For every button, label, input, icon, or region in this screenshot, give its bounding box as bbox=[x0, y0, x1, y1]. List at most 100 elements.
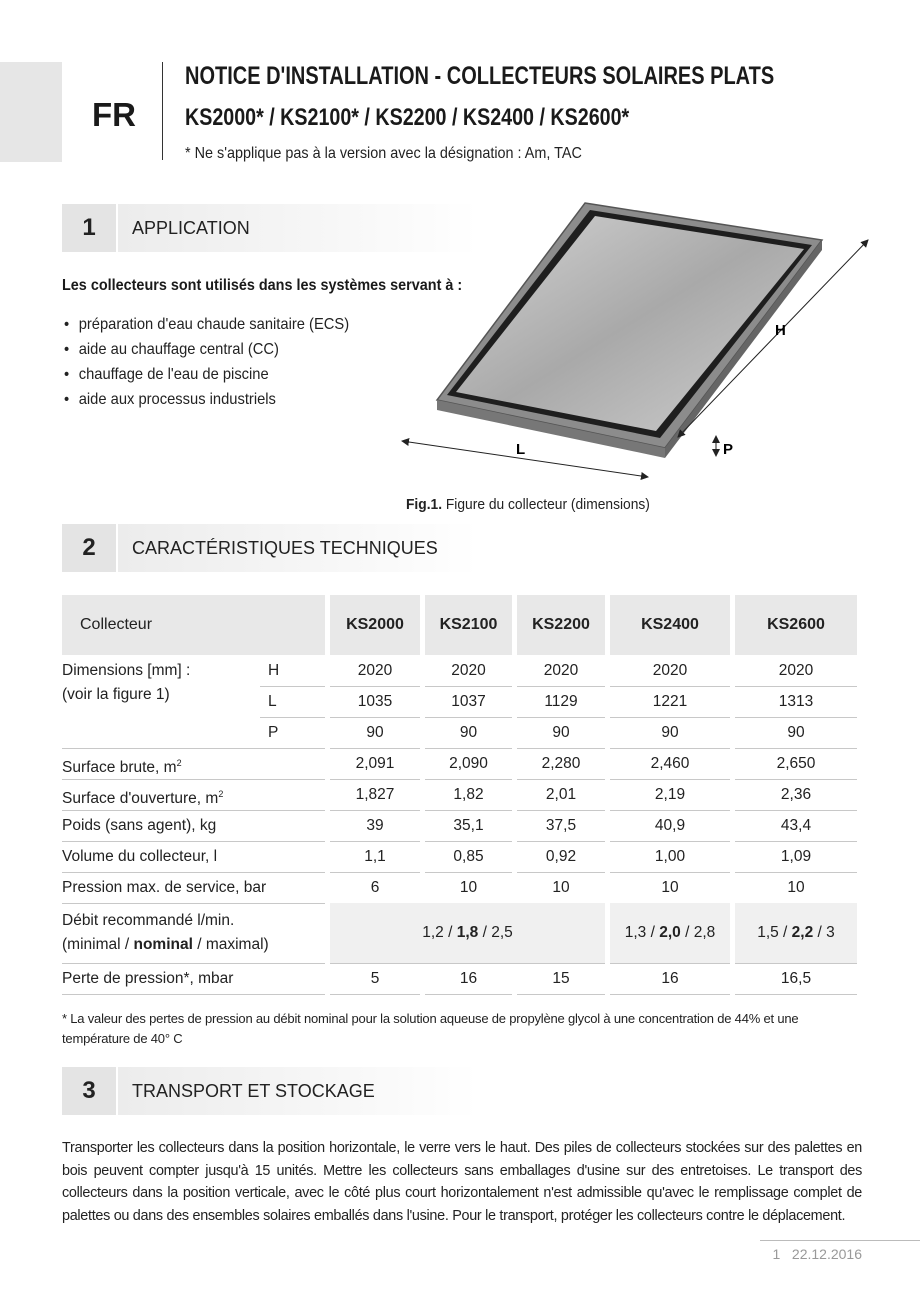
label-line: Dimensions [mm] : bbox=[62, 662, 191, 679]
table-value: 2020 bbox=[778, 662, 814, 679]
label-text: Perte de pression*, mbar bbox=[62, 970, 234, 987]
label-line: Débit recommandé l/min. bbox=[62, 912, 235, 929]
table-footnote: * La valeur des pertes de pression au dé… bbox=[62, 1011, 799, 1046]
table-value: 2,650 bbox=[776, 755, 816, 772]
row-rule bbox=[330, 748, 420, 749]
table-value: 16 bbox=[459, 970, 478, 987]
section-number: 3 bbox=[62, 1067, 116, 1115]
table-value: 10 bbox=[787, 879, 805, 896]
row-rule bbox=[517, 717, 605, 718]
row-rule bbox=[425, 841, 512, 842]
collector-figure: H L P bbox=[401, 202, 869, 480]
table-value: 15 bbox=[552, 970, 570, 987]
bullet-dot: • bbox=[64, 341, 70, 358]
caption-text: Figure du collecteur (dimensions) bbox=[445, 496, 650, 513]
row-rule bbox=[517, 810, 605, 811]
table-value: 0,92 bbox=[545, 848, 577, 865]
label-line: (voir la figure 1) bbox=[62, 686, 170, 703]
row-rule bbox=[517, 748, 605, 749]
row-rule bbox=[735, 994, 857, 995]
date: 22.12.2016 bbox=[791, 1246, 862, 1262]
row-rule bbox=[735, 717, 857, 718]
label-sup: 2 bbox=[218, 789, 224, 799]
table-value: 37,5 bbox=[545, 817, 577, 834]
row-rule bbox=[735, 686, 857, 687]
table-value: 5 bbox=[370, 970, 380, 987]
row-rule bbox=[62, 903, 325, 904]
flow-part: / 2,5 bbox=[478, 924, 513, 941]
row-rule bbox=[610, 841, 730, 842]
bullet-item: • aide au chauffage central (CC) bbox=[64, 341, 279, 359]
row-rule bbox=[610, 810, 730, 811]
bullet-dot: • bbox=[64, 391, 70, 408]
label-part: / maximal) bbox=[192, 936, 269, 953]
header-cell: KS2100 bbox=[425, 595, 512, 655]
page-footer: 1 22.12.2016 bbox=[772, 1246, 862, 1262]
bullet-dot: • bbox=[64, 316, 70, 333]
row-rule bbox=[610, 872, 730, 873]
label-text: Surface brute, m bbox=[62, 759, 177, 777]
intro: Les collecteurs sont utilisés dans les s… bbox=[62, 277, 463, 294]
table-value: 1221 bbox=[652, 693, 688, 710]
row-rule bbox=[260, 717, 325, 718]
row-rule bbox=[330, 717, 420, 718]
table-value: 2,19 bbox=[654, 786, 686, 803]
table-value: 90 bbox=[661, 724, 679, 741]
table-value: 2,36 bbox=[780, 786, 812, 803]
flow-part: 1,8 bbox=[456, 924, 479, 941]
flow-value: 1,5 / 2,2 / 3 bbox=[735, 903, 857, 963]
row-rule bbox=[62, 748, 325, 749]
row-rule bbox=[62, 994, 325, 995]
label-text: Volume du collecteur, l bbox=[62, 848, 218, 865]
table-value: 35,1 bbox=[453, 817, 484, 834]
row-rule bbox=[610, 963, 730, 964]
section-number: 1 bbox=[62, 204, 116, 252]
row-rule bbox=[330, 686, 420, 687]
table-value: 2,090 bbox=[449, 755, 488, 772]
header-cell: KS2000 bbox=[330, 595, 420, 655]
header-cell: KS2600 bbox=[735, 595, 857, 655]
flow-part: / 2,8 bbox=[680, 924, 716, 941]
table-value: 40,9 bbox=[654, 817, 686, 834]
label-line: (minimal / nominal / maximal) bbox=[62, 933, 269, 957]
row-rule bbox=[62, 841, 325, 842]
row-rule bbox=[330, 841, 420, 842]
row-label: Poids (sans agent), kg bbox=[62, 810, 216, 841]
row-rule bbox=[330, 872, 420, 873]
row-rule bbox=[425, 717, 512, 718]
figure-caption: Fig.1. Figure du collecteur (dimensions) bbox=[406, 496, 650, 513]
table-value: 2,280 bbox=[541, 755, 581, 772]
table-value: 43,4 bbox=[780, 817, 812, 834]
bullet-text: préparation d'eau chaude sanitaire (ECS) bbox=[78, 316, 350, 333]
row-rule bbox=[425, 686, 512, 687]
table-value: 10 bbox=[552, 879, 570, 896]
table-value: 2,460 bbox=[650, 755, 690, 772]
table-value: 39 bbox=[366, 817, 384, 834]
row-rule bbox=[425, 994, 512, 995]
row-rule bbox=[330, 994, 420, 995]
table-value: 10 bbox=[661, 879, 679, 896]
dimension-l bbox=[401, 438, 649, 480]
table-value: 1037 bbox=[451, 693, 486, 710]
table-value: 90 bbox=[552, 724, 570, 741]
label-text: Poids (sans agent), kg bbox=[62, 817, 217, 834]
bullet-item: • préparation d'eau chaude sanitaire (ECS… bbox=[64, 316, 349, 334]
table-value: 1,827 bbox=[355, 786, 395, 803]
flow-part: 1,2 / bbox=[422, 924, 457, 941]
language-tab bbox=[0, 62, 62, 162]
table-value: 16,5 bbox=[780, 970, 812, 987]
bullet-item: • chauffage de l'eau de piscine bbox=[64, 366, 269, 384]
table-value: 2020 bbox=[451, 662, 486, 679]
table-value: 1,1 bbox=[364, 848, 386, 865]
row-label: Surface brute, m2 bbox=[62, 748, 182, 783]
doc-title: NOTICE D'INSTALLATION - COLLECTEURS SOLA… bbox=[185, 62, 775, 90]
footer-rule bbox=[760, 1240, 920, 1241]
row-rule bbox=[425, 872, 512, 873]
row-rule bbox=[260, 686, 325, 687]
divider bbox=[162, 62, 163, 160]
row-rule bbox=[517, 994, 605, 995]
row-rule bbox=[610, 686, 730, 687]
label-part: (minimal / bbox=[62, 936, 134, 953]
row-rule bbox=[330, 810, 420, 811]
